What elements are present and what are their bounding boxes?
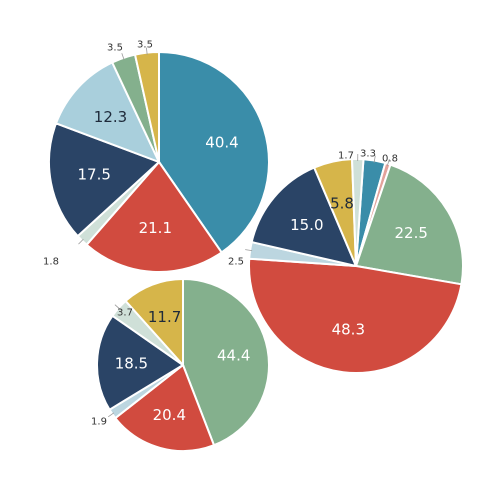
pie-1-label-4: 17.5 — [77, 166, 110, 184]
pie-1-leader-7 — [146, 47, 148, 55]
pie-1-leader-6 — [121, 53, 125, 60]
pie-3-label-5: 3.7 — [117, 308, 133, 319]
pie-1-label-7: 3.5 — [137, 40, 153, 51]
pie-2-label-5: 2.5 — [228, 257, 244, 268]
pie-3-slice-6 — [124, 278, 184, 366]
pie-2: 3.3 0.8 22.5 48.3 2.5 15.0 5.8 1.7 — [228, 149, 464, 374]
pie-1-label-1: 40.4 — [205, 133, 238, 151]
pie-2-label-1: 3.3 — [360, 149, 376, 160]
pie-1-slice-1 — [158, 51, 270, 254]
pie-2-label-2: 0.8 — [382, 154, 398, 165]
pie-3-label-4: 18.5 — [115, 354, 148, 372]
pie-3-slice-1 — [182, 278, 270, 447]
pie-1-label-3: 1.8 — [43, 257, 59, 268]
pie-3-leader-3 — [107, 412, 115, 418]
pie-1-slice-4 — [48, 122, 160, 238]
pie-1-label-2: 21.1 — [139, 219, 172, 237]
pie-2-label-4: 48.3 — [332, 321, 365, 339]
pie-3-label-2: 20.4 — [153, 406, 186, 424]
pie-2-leader-1 — [373, 155, 376, 163]
pie-3-leader-5 — [114, 304, 121, 310]
pie-2-leader-2 — [386, 158, 390, 166]
pie-2-label-8: 1.7 — [338, 151, 354, 162]
pie-3-label-1: 44.4 — [217, 347, 250, 365]
pie-3-slice-4 — [96, 314, 184, 411]
pie-2-slice-4 — [248, 257, 463, 374]
pie-1-slice-5 — [55, 61, 160, 163]
pie-3-label-6: 11.7 — [148, 308, 181, 326]
pie-1-leader-3 — [78, 238, 84, 245]
pie-1-label-5: 12.3 — [94, 108, 127, 126]
pie-3-label-3: 1.9 — [91, 417, 107, 428]
pie-2-slice-6 — [250, 166, 357, 267]
pie-1: 40.4 21.1 1.8 17.5 12.3 3.5 3.5 — [43, 40, 270, 273]
pie-1-label-6: 3.5 — [107, 43, 123, 54]
pie-2-label-6: 15.0 — [290, 216, 323, 234]
pie-1-slice-2 — [85, 161, 223, 273]
pie-2-label-7: 5.8 — [330, 194, 354, 212]
pie-2-leader-5 — [245, 249, 253, 251]
pie-3: 44.4 20.4 1.9 18.5 3.7 11.7 — [91, 278, 270, 452]
pie-2-label-3: 22.5 — [394, 224, 427, 242]
pie-2-slice-3 — [355, 163, 464, 286]
pie-3-slice-2 — [114, 364, 215, 452]
